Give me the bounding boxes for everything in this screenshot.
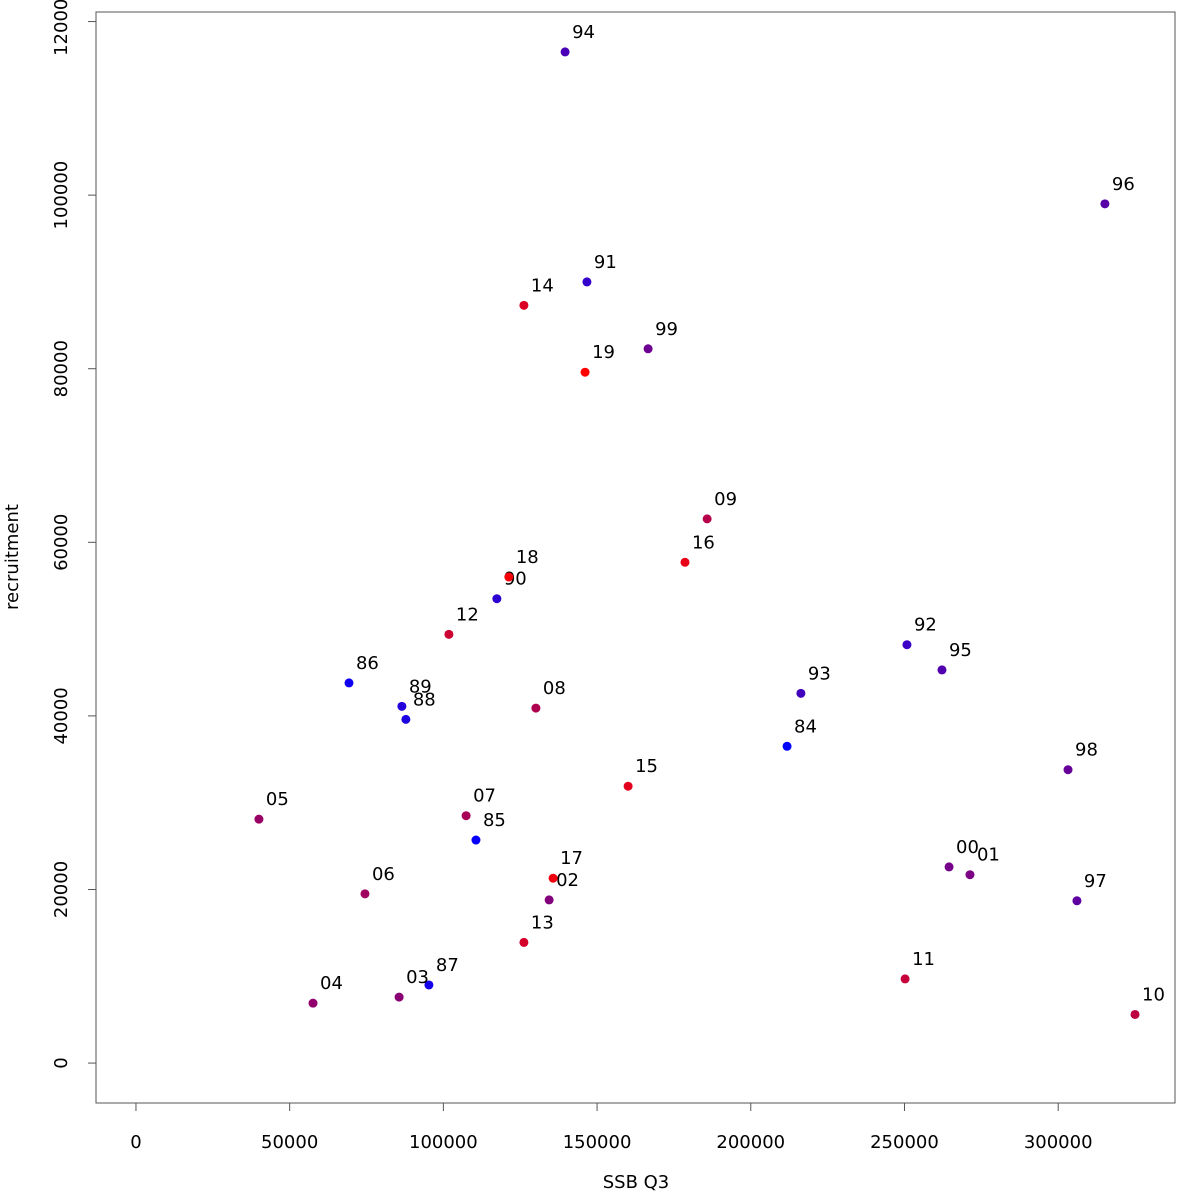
point — [492, 594, 502, 604]
x-tick-label: 0 — [130, 1132, 141, 1153]
point — [401, 714, 411, 724]
point — [623, 781, 633, 791]
point-label: 84 — [794, 716, 817, 737]
point — [360, 889, 370, 899]
point-label: 93 — [808, 663, 831, 684]
point — [560, 47, 570, 57]
point — [702, 514, 712, 524]
point-label: 91 — [594, 252, 617, 273]
y-tick-label: 100000 — [51, 161, 72, 230]
point — [582, 277, 592, 287]
point-label: 97 — [1084, 871, 1107, 892]
point — [504, 572, 514, 582]
point — [782, 741, 792, 751]
point — [643, 344, 653, 354]
point — [1063, 765, 1073, 775]
point — [471, 835, 481, 845]
point-label: 13 — [531, 912, 554, 933]
point-label: 10 — [1142, 984, 1165, 1005]
point — [519, 937, 529, 947]
point — [580, 367, 590, 377]
x-tick-label: 100000 — [409, 1132, 478, 1153]
point-label: 19 — [592, 342, 615, 363]
x-tick-label: 200000 — [716, 1132, 785, 1153]
point-label: 07 — [473, 786, 496, 807]
y-tick-label: 60000 — [51, 514, 72, 571]
point — [424, 980, 434, 990]
point — [308, 998, 318, 1008]
point-label: 05 — [266, 789, 289, 810]
point — [461, 811, 471, 821]
point-label: 99 — [655, 319, 678, 340]
point — [397, 701, 407, 711]
point-label: 00 — [956, 837, 979, 858]
point-label: 94 — [572, 22, 595, 43]
point-label: 02 — [556, 870, 579, 891]
y-tick-label: 20000 — [51, 861, 72, 918]
point — [1072, 896, 1082, 906]
point-label: 87 — [436, 955, 459, 976]
x-tick-label: 150000 — [563, 1132, 632, 1153]
point-label: 12 — [456, 604, 479, 625]
point-label: 95 — [949, 640, 972, 661]
point — [531, 703, 541, 713]
y-axis-title: recruitment — [2, 504, 23, 610]
point — [544, 895, 554, 905]
point — [1100, 199, 1110, 209]
point-label: 17 — [560, 848, 583, 869]
x-axis-title: SSB Q3 — [603, 1172, 670, 1193]
point — [254, 814, 264, 824]
x-tick-label: 50000 — [261, 1132, 318, 1153]
point — [900, 974, 910, 984]
point-label: 85 — [483, 810, 506, 831]
plot-frame — [95, 11, 1176, 1104]
y-tick-label: 80000 — [51, 340, 72, 397]
point-label: 01 — [977, 845, 1000, 866]
point-label: 15 — [635, 756, 658, 777]
point — [394, 992, 404, 1002]
point-label: 89 — [409, 676, 432, 697]
point-label: 03 — [406, 967, 429, 988]
point-label: 11 — [912, 949, 935, 970]
point-label: 09 — [714, 489, 737, 510]
point-label: 98 — [1075, 740, 1098, 761]
point — [944, 862, 954, 872]
point — [548, 873, 558, 883]
point — [344, 678, 354, 688]
point — [937, 665, 947, 675]
point — [680, 557, 690, 567]
point-label: 86 — [356, 653, 379, 674]
point-label: 88 — [413, 689, 436, 710]
point-label: 08 — [543, 678, 566, 699]
point — [796, 688, 806, 698]
point — [902, 640, 912, 650]
point-label: 18 — [516, 547, 539, 568]
point-label: 06 — [372, 864, 395, 885]
point — [444, 629, 454, 639]
point — [1130, 1009, 1140, 1019]
y-tick-label: 0 — [51, 1057, 72, 1068]
y-tick-label: 120000 — [51, 0, 72, 56]
point-label: 16 — [692, 532, 715, 553]
x-tick-label: 300000 — [1024, 1132, 1093, 1153]
point-label: 14 — [531, 275, 554, 296]
x-tick-label: 250000 — [870, 1132, 939, 1153]
point — [965, 870, 975, 880]
point — [519, 300, 529, 310]
point-label: 92 — [914, 615, 937, 636]
point-label: 96 — [1112, 174, 1135, 195]
y-tick-label: 40000 — [51, 687, 72, 744]
point-label: 04 — [320, 973, 343, 994]
